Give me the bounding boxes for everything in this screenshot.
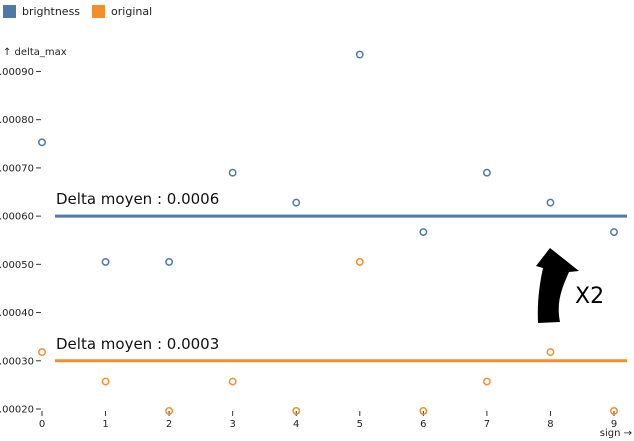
point-brightness-3: [228, 168, 237, 177]
y-tick-label-3: .00050: [0, 260, 34, 271]
point-original-2: [165, 406, 174, 415]
point-brightness-0: [38, 138, 46, 147]
point-brightness-7: [482, 168, 491, 177]
point-brightness-8: [546, 198, 555, 207]
x-tick-label-7: 7: [484, 419, 490, 430]
point-brightness-5: [355, 50, 364, 59]
x-tick-label-1: 1: [102, 419, 108, 430]
x2-annotation: X2: [536, 248, 604, 323]
point-original-5: [355, 257, 364, 266]
data-points: [38, 50, 618, 415]
y-tick-label-7: .00090: [0, 67, 34, 78]
x-tick-label-8: 8: [547, 419, 553, 430]
point-original-8: [546, 348, 555, 357]
x-tick-label-5: 5: [357, 419, 363, 430]
y-tick-label-0: .00020: [0, 405, 34, 416]
legend-label-brightness: brightness: [22, 4, 81, 18]
point-original-1: [101, 377, 110, 386]
point-brightness-1: [101, 257, 110, 266]
x-tick-label-3: 3: [229, 419, 235, 430]
mean-label-0: Delta moyen : 0.0006: [56, 190, 219, 208]
up-arrow-icon: [536, 248, 579, 323]
x-tick-label-6: 6: [420, 419, 426, 430]
y-tick-label-1: .00030: [0, 356, 34, 367]
y-tick-label-6: .00080: [0, 115, 34, 126]
legend-item-brightness[interactable]: brightness: [3, 4, 81, 18]
point-original-0: [38, 348, 46, 357]
point-original-3: [228, 377, 237, 386]
x-tick-label-0: 0: [39, 419, 45, 430]
point-brightness-6: [419, 228, 428, 236]
point-brightness-9: [610, 228, 618, 236]
y-tick-label-5: .00070: [0, 163, 34, 174]
legend: brightness original: [3, 3, 164, 19]
legend-item-original[interactable]: original: [92, 4, 153, 18]
legend-swatch-original: [92, 4, 106, 18]
y-axis: .00020 .00030 .00040 .00050 .00060 .00070 .000…: [0, 67, 41, 416]
legend-label-original: original: [111, 4, 153, 18]
y-axis-title: ↑ delta_max: [3, 47, 67, 58]
point-brightness-2: [165, 257, 174, 266]
x-axis: 0 1 2 3 4 5 6 7 8 9: [39, 411, 617, 430]
point-original-4: [292, 406, 301, 415]
point-original-7: [482, 377, 491, 386]
point-original-6: [419, 406, 428, 415]
x-tick-label-2: 2: [166, 419, 172, 430]
x2-label: X2: [575, 284, 604, 309]
x-tick-label-9: 9: [611, 419, 617, 430]
x-axis-title: sign →: [600, 428, 632, 439]
mean-label-1: Delta moyen : 0.0003: [56, 335, 219, 353]
y-tick-label-2: .00040: [0, 308, 34, 319]
point-brightness-4: [292, 198, 301, 207]
legend-swatch-brightness: [3, 4, 16, 18]
mean-lines: Delta moyen : 0.0006 Delta moyen : 0.0003: [55, 190, 627, 363]
point-original-9: [610, 406, 618, 415]
x-tick-label-4: 4: [293, 419, 299, 430]
y-tick-label-4: .00060: [0, 212, 34, 223]
